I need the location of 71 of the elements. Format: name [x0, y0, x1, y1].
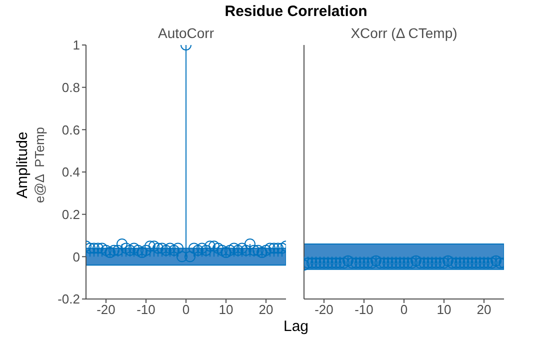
point: [192, 244, 204, 256]
chart-title: XCorr (Δ CTemp): [350, 25, 458, 41]
point: [232, 244, 244, 256]
point: [168, 244, 180, 256]
point: [164, 242, 176, 254]
point: [268, 242, 280, 254]
y-tick-label: 0.8: [62, 80, 80, 95]
point: [100, 244, 112, 256]
x-tick-label: 0: [400, 302, 408, 318]
point: [116, 238, 128, 250]
point: [92, 242, 104, 254]
x-tick-label: -10: [136, 302, 156, 318]
point: [276, 242, 286, 254]
point: [208, 240, 220, 252]
point: [248, 244, 260, 256]
x-tick-label: 10: [218, 302, 234, 318]
x-tick-label: -10: [354, 302, 374, 318]
point: [264, 242, 276, 254]
point: [256, 246, 268, 258]
point: [244, 238, 256, 250]
x-axis-title: Lag: [282, 318, 310, 335]
point: [224, 244, 236, 256]
point: [204, 240, 216, 252]
point: [252, 244, 264, 256]
x-tick-label: 0: [182, 302, 190, 318]
point: [212, 242, 224, 254]
y-tick-label: 0.4: [62, 164, 80, 180]
y-tick-label: 0.6: [62, 122, 80, 138]
y-tick-label: 1: [72, 38, 80, 53]
point: [132, 244, 144, 256]
x-tick-label: 10: [436, 302, 452, 318]
y-tick-label: 0.2: [62, 206, 80, 222]
point: [136, 246, 148, 258]
y-tick-label: -0.2: [58, 292, 80, 307]
point: [176, 251, 188, 262]
y-axis-title: Amplitude: [14, 132, 31, 198]
point: [196, 242, 208, 254]
point: [188, 242, 200, 254]
point: [240, 244, 252, 256]
point: [148, 240, 160, 252]
x-tick-label: 20: [476, 302, 492, 318]
x-tick-label: 20: [258, 302, 274, 318]
point: [272, 242, 284, 254]
point: [112, 244, 124, 256]
point: [88, 242, 100, 254]
text: Residue Correlation: [224, 3, 368, 20]
point: [172, 242, 184, 254]
point: [228, 242, 240, 254]
point: [86, 242, 96, 254]
point: [124, 244, 136, 256]
text: e@Δ PTemp: [32, 126, 48, 206]
point: [260, 244, 272, 256]
point: [140, 244, 152, 256]
point: [200, 244, 212, 256]
x-tick-label: -20: [96, 302, 116, 318]
point: [96, 242, 108, 254]
point: [120, 242, 132, 254]
point: [160, 244, 172, 256]
point: [108, 244, 120, 256]
point: [144, 240, 156, 252]
y-tick-label: 0: [72, 249, 80, 264]
point: [236, 242, 248, 254]
point: [156, 242, 168, 254]
chart-title: AutoCorr: [156, 25, 216, 41]
x-tick-label: -20: [314, 302, 334, 318]
point: [184, 251, 196, 262]
point: [128, 242, 140, 254]
point: [216, 244, 228, 256]
point: [152, 242, 164, 254]
point: [104, 246, 116, 258]
point: [220, 246, 232, 258]
